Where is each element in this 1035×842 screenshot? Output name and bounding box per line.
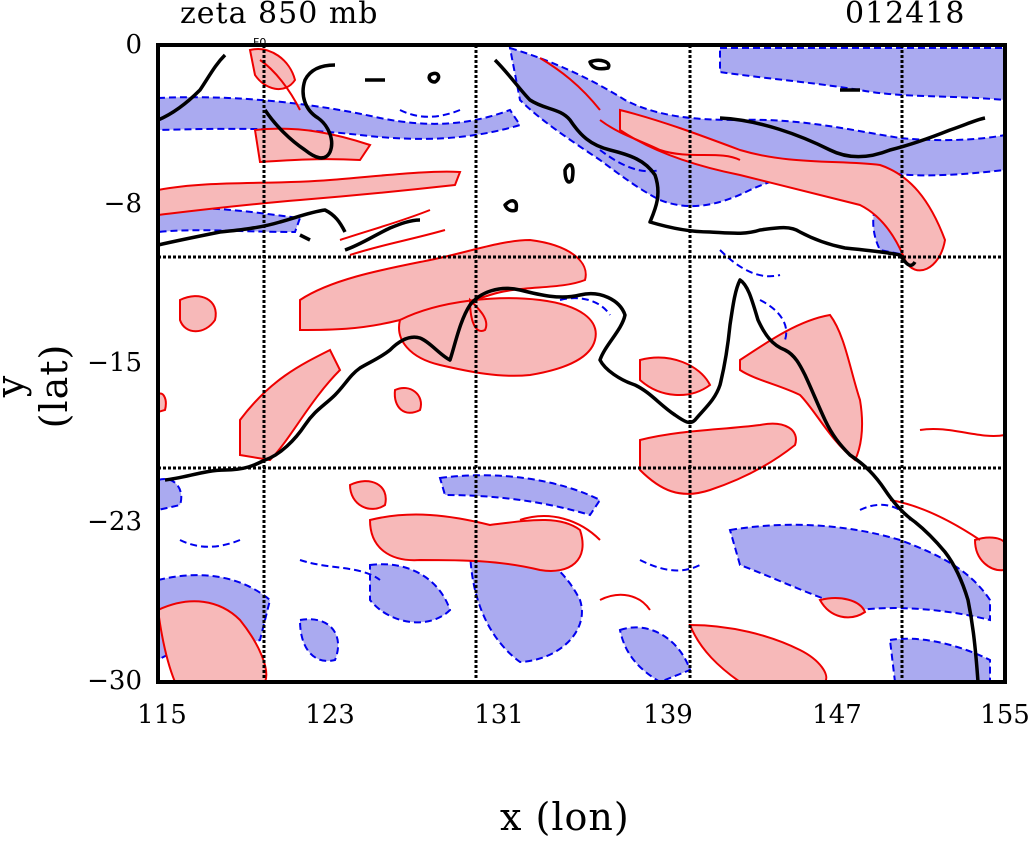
negative-contour-lines [179, 109, 911, 581]
y-tick-label: −23 [87, 507, 142, 537]
graticule [158, 45, 1005, 682]
positive-contour-lines [259, 57, 1005, 611]
x-tick-label: 147 [812, 700, 862, 730]
x-tick-label: 115 [137, 700, 187, 730]
y-tick-label: −8 [103, 189, 142, 219]
x-tick-label: 131 [474, 700, 524, 730]
positive-vorticity-regions [158, 48, 1005, 682]
coastline [158, 53, 986, 682]
x-tick-label: 155 [980, 700, 1030, 730]
y-tick-label: 0 [125, 30, 142, 60]
plot-frame [156, 43, 1007, 684]
x-tick-label: 123 [305, 700, 355, 730]
timestamp-label: 012418 [845, 0, 966, 31]
y-tick-label: −15 [87, 348, 142, 378]
x-axis-label: x (lon) [500, 795, 630, 839]
y-tick-label: −30 [87, 666, 142, 696]
corner-label: F0 [253, 36, 266, 49]
x-tick-label: 139 [643, 700, 693, 730]
map-title: zeta 850 mb [180, 0, 379, 31]
